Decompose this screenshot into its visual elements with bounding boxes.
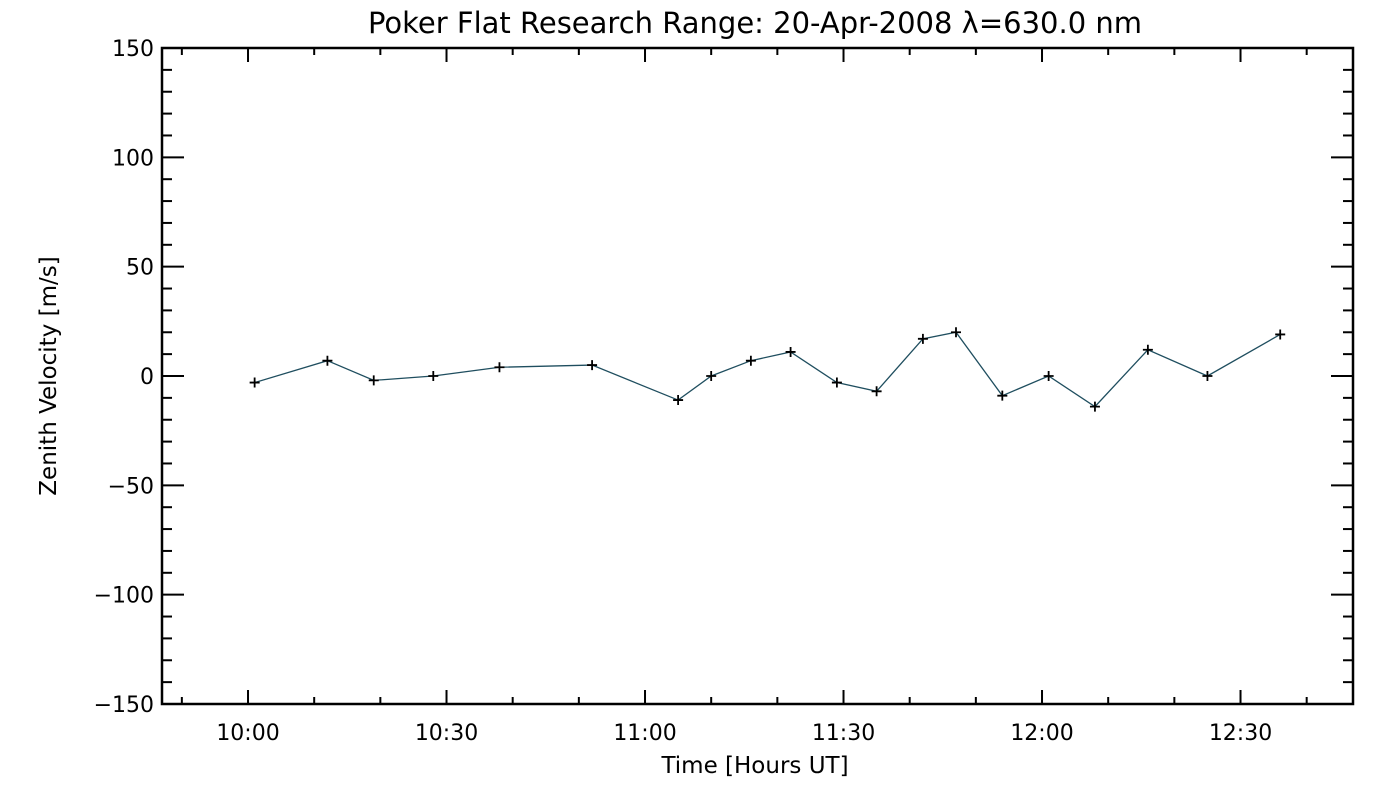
y-tick-label: 100	[112, 146, 154, 171]
y-tick-label: 50	[126, 256, 154, 281]
axis-ticks	[162, 47, 1353, 705]
data-point-marker	[1089, 401, 1100, 412]
data-point-marker	[871, 386, 882, 397]
data-series	[249, 327, 1286, 412]
data-point-marker	[951, 327, 961, 338]
data-point-marker	[917, 333, 928, 344]
x-tick-label: 12:30	[1209, 721, 1272, 746]
x-axis-label: Time [Hours UT]	[660, 753, 848, 779]
y-tick-label: −50	[108, 474, 154, 499]
data-point-marker	[1142, 344, 1153, 355]
plot-frame	[160, 46, 1355, 706]
y-axis-label: Zenith Velocity [m/s]	[36, 256, 62, 495]
y-tick-label: −100	[94, 584, 154, 609]
data-point-marker	[494, 362, 505, 373]
y-tick-label: 0	[140, 365, 154, 390]
data-point-marker	[368, 375, 379, 386]
x-tick-label: 10:00	[216, 721, 279, 746]
y-tick-label: −150	[94, 693, 154, 718]
x-tick-label: 11:00	[613, 721, 676, 746]
series-line	[254, 331, 1281, 408]
x-tick-label: 11:30	[812, 721, 875, 746]
data-point-marker	[785, 346, 796, 357]
data-point-marker	[1275, 329, 1286, 340]
data-point-marker	[997, 390, 1008, 401]
tick-labels: 10:00 10:30 11:00 11:30 12:00 12:30 150 100 50 0 −…	[94, 37, 1273, 746]
data-point-marker	[1043, 371, 1054, 381]
data-point-marker	[831, 377, 842, 388]
data-point-marker	[428, 371, 439, 381]
data-point-marker	[1202, 371, 1213, 381]
data-point-marker	[587, 360, 598, 371]
chart-title: Poker Flat Research Range: 20-Apr-2008 λ…	[368, 6, 1142, 40]
data-point-marker	[249, 377, 260, 388]
x-tick-label: 10:30	[415, 721, 478, 746]
data-point-marker	[673, 395, 684, 406]
data-point-marker	[322, 355, 333, 366]
data-point-marker	[745, 355, 756, 366]
x-tick-label: 12:00	[1010, 721, 1073, 746]
data-point-marker	[706, 371, 717, 381]
y-tick-label: 150	[112, 37, 154, 62]
